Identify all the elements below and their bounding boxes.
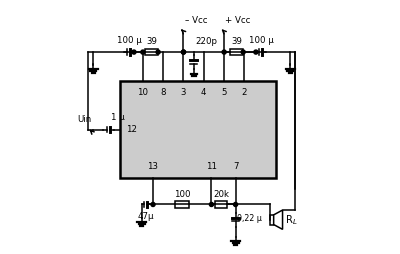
Bar bbox=[145, 49, 158, 55]
Text: R$_L$: R$_L$ bbox=[285, 213, 298, 227]
Text: 100 µ: 100 µ bbox=[116, 36, 141, 45]
Text: 3: 3 bbox=[181, 88, 186, 97]
Polygon shape bbox=[274, 210, 282, 229]
Circle shape bbox=[254, 50, 258, 54]
Text: 39: 39 bbox=[231, 37, 242, 46]
Circle shape bbox=[241, 50, 245, 54]
Text: 0,22 µ: 0,22 µ bbox=[237, 214, 262, 223]
Text: 2: 2 bbox=[242, 88, 247, 97]
Circle shape bbox=[156, 50, 160, 54]
Text: 5: 5 bbox=[221, 88, 227, 97]
Text: + Vcc: + Vcc bbox=[226, 17, 251, 25]
Text: 1 µ: 1 µ bbox=[110, 114, 124, 122]
Text: 100 µ: 100 µ bbox=[248, 36, 273, 45]
Text: 8: 8 bbox=[160, 88, 166, 97]
Circle shape bbox=[209, 202, 214, 207]
Text: 13: 13 bbox=[148, 163, 158, 171]
Circle shape bbox=[151, 202, 155, 207]
Text: 4: 4 bbox=[201, 88, 206, 97]
Bar bbox=[175, 201, 189, 208]
Text: 39: 39 bbox=[146, 37, 157, 46]
Text: – Vcc: – Vcc bbox=[185, 17, 207, 25]
Circle shape bbox=[132, 50, 136, 54]
Bar bbox=[120, 81, 276, 178]
Text: 20k: 20k bbox=[213, 190, 229, 199]
Circle shape bbox=[182, 50, 186, 54]
Text: Uin: Uin bbox=[77, 115, 91, 124]
Circle shape bbox=[234, 202, 238, 207]
Text: 11: 11 bbox=[206, 163, 217, 171]
Bar bbox=[270, 215, 274, 225]
Circle shape bbox=[182, 50, 186, 54]
Text: 12: 12 bbox=[126, 125, 137, 134]
Text: 7: 7 bbox=[233, 163, 238, 171]
Bar bbox=[215, 201, 227, 208]
Circle shape bbox=[222, 50, 226, 54]
Circle shape bbox=[141, 50, 145, 54]
Text: 10: 10 bbox=[137, 88, 148, 97]
Bar bbox=[230, 49, 243, 55]
Text: 100: 100 bbox=[174, 190, 190, 199]
Text: 220p: 220p bbox=[195, 37, 217, 46]
Text: 47µ: 47µ bbox=[138, 212, 154, 221]
